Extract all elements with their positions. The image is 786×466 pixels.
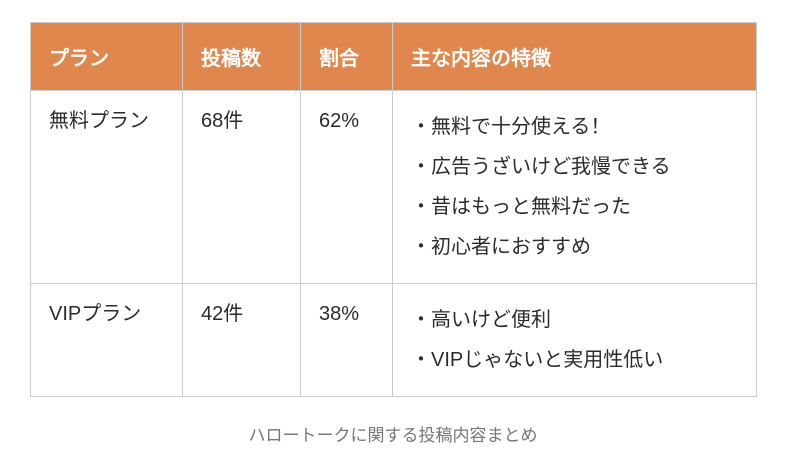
- header-plan: プラン: [30, 22, 183, 91]
- cell-plan: VIPプラン: [30, 283, 183, 397]
- table-header: プラン 投稿数 割合 主な内容の特徴: [30, 22, 757, 91]
- ratio-value: 62%: [319, 110, 360, 132]
- header-count: 投稿数: [182, 22, 301, 91]
- plan-summary-table: プラン 投稿数 割合 主な内容の特徴 無料プラン 68件 62% ・無料: [30, 22, 757, 397]
- feature-item: ・昔はもっと無料だった: [411, 196, 631, 218]
- feature-list: ・高いけど便利 ・VIPじゃないと実用性低い: [411, 300, 738, 380]
- cell-count: 68件: [182, 90, 301, 284]
- header-row: プラン 投稿数 割合 主な内容の特徴: [30, 22, 757, 91]
- cell-count: 42件: [182, 283, 301, 397]
- cell-ratio: 38%: [300, 283, 393, 397]
- plan-name: VIPプラン: [49, 303, 142, 325]
- table-row: 無料プラン 68件 62% ・無料で十分使える！ ・広告うざいけど我慢できる ・…: [30, 90, 757, 284]
- table-caption: ハロートークに関する投稿内容まとめ: [248, 426, 538, 445]
- feature-item: ・VIPじゃないと実用性低い: [411, 349, 664, 371]
- cell-ratio: 62%: [300, 90, 393, 284]
- feature-item: ・広告うざいけど我慢できる: [411, 156, 671, 178]
- table-body: 無料プラン 68件 62% ・無料で十分使える！ ・広告うざいけど我慢できる ・…: [30, 90, 757, 397]
- feature-item: ・初心者におすすめ: [411, 236, 591, 258]
- table-row: VIPプラン 42件 38% ・高いけど便利 ・VIPじゃないと実用性低い: [30, 283, 757, 397]
- ratio-value: 38%: [319, 303, 360, 325]
- post-count: 42件: [201, 303, 244, 325]
- header-features: 主な内容の特徴: [392, 22, 757, 91]
- feature-list: ・無料で十分使える！ ・広告うざいけど我慢できる ・昔はもっと無料だった ・初心…: [411, 107, 738, 267]
- cell-plan: 無料プラン: [30, 90, 183, 284]
- cell-features: ・無料で十分使える！ ・広告うざいけど我慢できる ・昔はもっと無料だった ・初心…: [392, 90, 757, 284]
- post-count: 68件: [201, 110, 244, 132]
- plan-name: 無料プラン: [49, 110, 149, 132]
- header-ratio: 割合: [300, 22, 393, 91]
- feature-item: ・高いけど便利: [411, 309, 551, 331]
- feature-item: ・無料で十分使える！: [411, 116, 611, 138]
- cell-features: ・高いけど便利 ・VIPじゃないと実用性低い: [392, 283, 757, 397]
